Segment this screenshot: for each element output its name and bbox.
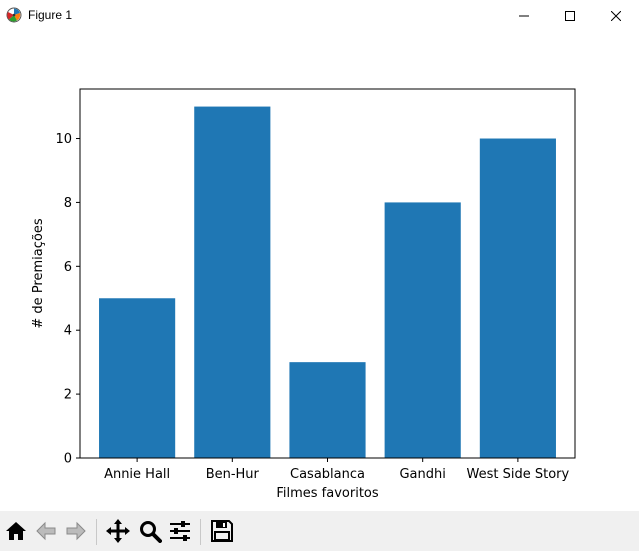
pan-button[interactable] xyxy=(104,517,132,545)
window-title: Figure 1 xyxy=(28,8,73,22)
minimize-icon xyxy=(519,15,529,16)
minimize-button[interactable] xyxy=(501,0,547,31)
zoom-button[interactable] xyxy=(136,517,164,545)
x-tick-label: Ben-Hur xyxy=(206,467,260,482)
configure-subplots-icon xyxy=(170,521,190,541)
y-tick-label: 0 xyxy=(64,452,72,467)
x-axis-label: Filmes favoritos xyxy=(276,486,379,501)
bar-gandhi xyxy=(384,202,461,458)
configure-subplots-button[interactable] xyxy=(166,517,194,545)
toolbar-separator xyxy=(96,519,97,545)
bar-annie-hall xyxy=(99,298,176,458)
maximize-button[interactable] xyxy=(547,0,593,31)
home-icon xyxy=(6,522,26,540)
bar-west-side-story xyxy=(479,138,556,458)
y-tick-label: 10 xyxy=(55,132,72,147)
y-tick-label: 6 xyxy=(64,260,72,275)
save-icon xyxy=(211,520,233,542)
back-button[interactable] xyxy=(32,517,60,545)
maximize-icon xyxy=(565,10,575,21)
y-tick-label: 2 xyxy=(64,388,72,403)
back-icon xyxy=(36,521,56,541)
zoom-icon xyxy=(140,521,162,543)
navigation-toolbar xyxy=(0,511,639,551)
y-tick-label: 8 xyxy=(64,196,72,211)
bar-ben-hur xyxy=(194,106,271,459)
close-icon xyxy=(611,10,621,21)
bar-chart: 0 2 4 6 8 10 Annie Hall Ben-Hur Casablanca Gandhi… xyxy=(31,88,576,501)
forward-icon xyxy=(66,521,86,541)
x-tick-label: Gandhi xyxy=(399,467,445,482)
x-tick-label: Annie Hall xyxy=(104,467,170,482)
matplotlib-logo-icon xyxy=(6,7,22,23)
bar-casablanca xyxy=(289,362,366,458)
figure-canvas[interactable]: 0 2 4 6 8 10 Annie Hall Ben-Hur Casablanca Gandhi… xyxy=(0,31,639,511)
pan-icon xyxy=(106,519,130,543)
y-tick-label: 4 xyxy=(64,324,72,339)
home-button[interactable] xyxy=(2,517,30,545)
title-bar: Figure 1 xyxy=(0,0,639,31)
save-button[interactable] xyxy=(208,517,236,545)
forward-button[interactable] xyxy=(62,517,90,545)
x-tick-label: Casablanca xyxy=(290,467,365,482)
y-axis-label: # de Premiações xyxy=(31,218,46,328)
x-tick-label: West Side Story xyxy=(467,467,570,482)
close-button[interactable] xyxy=(593,0,639,31)
toolbar-separator xyxy=(200,519,201,545)
